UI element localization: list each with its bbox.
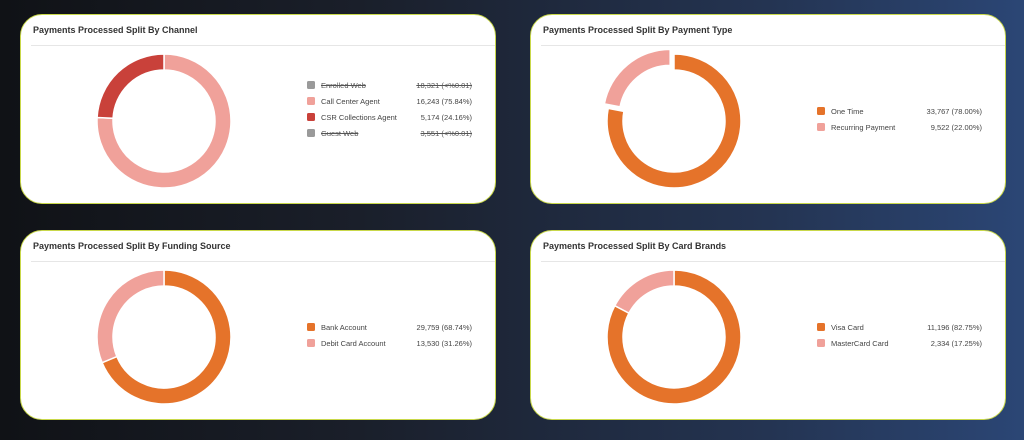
slice-csr-collections-agent[interactable] xyxy=(96,53,165,120)
legend-value: 2,334 (17.25%) xyxy=(930,338,982,348)
legend-item[interactable]: Recurring Payment 9,522 (22.00%) xyxy=(817,119,982,135)
legend-item[interactable]: CSR Collections Agent 5,174 (24.16%) xyxy=(307,109,472,125)
legend-value: 33,767 (78.00%) xyxy=(926,106,982,116)
legend-swatch xyxy=(817,323,825,331)
legend-value: 11,196 (82.75%) xyxy=(927,322,982,332)
legend-value: 13,530 (31.26%) xyxy=(416,338,472,348)
divider xyxy=(541,261,1005,262)
legend-swatch xyxy=(817,107,825,115)
slice-debit-card-account[interactable] xyxy=(96,269,165,364)
slice-bank-account[interactable] xyxy=(101,269,232,405)
donut-chart xyxy=(606,269,742,405)
divider xyxy=(31,45,495,46)
legend-item[interactable]: Bank Account 29,759 (68.74%) xyxy=(307,319,472,335)
legend-swatch xyxy=(307,339,315,347)
legend-label: One Time xyxy=(831,106,864,116)
slice-visa-card[interactable] xyxy=(606,269,742,405)
legend-swatch xyxy=(307,113,315,121)
legend-value: 5,174 (24.16%) xyxy=(420,112,472,122)
slice-mastercard-card[interactable] xyxy=(613,269,675,315)
card-channel: Payments Processed Split By Channel Enrol… xyxy=(20,14,496,204)
legend-item[interactable]: One Time 33,767 (78.00%) xyxy=(817,103,982,119)
chart-title: Payments Processed Split By Payment Type xyxy=(543,25,733,35)
slice-recurring-payment[interactable] xyxy=(603,48,671,108)
legend-swatch xyxy=(307,81,315,89)
legend-label: Guest Web xyxy=(321,128,359,138)
donut-chart xyxy=(96,53,232,189)
legend-value: 9,522 (22.00%) xyxy=(930,122,982,132)
slice-one-time[interactable] xyxy=(606,53,742,189)
legend-item[interactable]: Enrolled Web 18,321 (<%0.01) xyxy=(307,77,472,93)
legend-label: CSR Collections Agent xyxy=(321,112,397,122)
legend-label: MasterCard Card xyxy=(831,338,889,348)
legend-value: 3,551 (<%0.01) xyxy=(420,128,473,138)
slice-call-center-agent[interactable] xyxy=(96,53,232,189)
legend-swatch xyxy=(817,123,825,131)
legend-swatch xyxy=(817,339,825,347)
legend-swatch xyxy=(307,323,315,331)
legend-value: 18,321 (<%0.01) xyxy=(416,80,472,90)
chart-title: Payments Processed Split By Funding Sour… xyxy=(33,241,231,251)
legend-label: Call Center Agent xyxy=(321,96,380,106)
chart-title: Payments Processed Split By Card Brands xyxy=(543,241,727,251)
legend-swatch xyxy=(307,129,315,137)
legend-value: 29,759 (68.74%) xyxy=(416,322,472,332)
legend-label: Recurring Payment xyxy=(831,122,896,132)
donut-chart xyxy=(603,48,742,189)
donut-chart xyxy=(96,269,232,405)
legend-item[interactable]: Debit Card Account 13,530 (31.26%) xyxy=(307,335,472,351)
divider xyxy=(541,45,1005,46)
divider xyxy=(31,261,495,262)
chart-title: Payments Processed Split By Channel xyxy=(33,25,198,35)
card-card-brands: Payments Processed Split By Card Brands V… xyxy=(530,230,1006,420)
legend-value: 16,243 (75.84%) xyxy=(416,96,472,106)
legend-item[interactable]: Visa Card 11,196 (82.75%) xyxy=(817,319,982,335)
legend-label: Debit Card Account xyxy=(321,338,386,348)
legend-item[interactable]: Guest Web 3,551 (<%0.01) xyxy=(307,125,472,141)
legend-swatch xyxy=(307,97,315,105)
card-funding-source: Payments Processed Split By Funding Sour… xyxy=(20,230,496,420)
card-payment-type: Payments Processed Split By Payment Type… xyxy=(530,14,1006,204)
legend-label: Bank Account xyxy=(321,322,367,332)
legend-label: Visa Card xyxy=(831,322,864,332)
legend-item[interactable]: Call Center Agent 16,243 (75.84%) xyxy=(307,93,472,109)
legend-item[interactable]: MasterCard Card 2,334 (17.25%) xyxy=(817,335,982,351)
legend-label: Enrolled Web xyxy=(321,80,366,90)
